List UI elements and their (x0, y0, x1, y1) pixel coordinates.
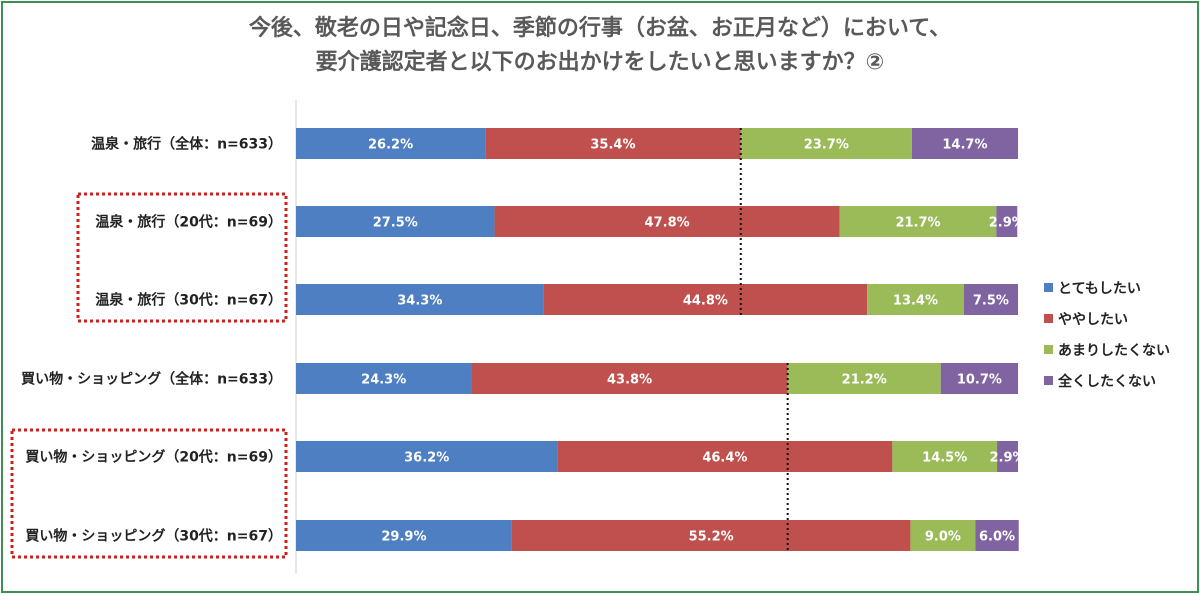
bar-value-label: 21.7% (895, 216, 940, 231)
bar-value-label: 36.2% (404, 451, 449, 466)
highlight-box (10, 428, 288, 559)
bar-segment (296, 128, 486, 159)
bar-value-label: 44.8% (683, 294, 728, 309)
bar-segment (557, 441, 893, 472)
bar-segment (892, 441, 998, 472)
bar-segment (911, 128, 1018, 159)
bar-value-label: 9.0% (925, 530, 961, 545)
legend-label: 全くしたくない (1057, 373, 1156, 390)
bar-value-label: 35.4% (590, 138, 635, 153)
bar-value-label: 26.2% (368, 138, 413, 153)
bar-segment (996, 206, 1018, 237)
bar-segment (296, 520, 512, 551)
category-label: 買い物・ショッピング（30代：n=67） (25, 528, 282, 545)
category-label: 温泉・旅行（30代：n=67） (95, 292, 282, 309)
bar-segment (963, 284, 1018, 315)
bar-value-label: 43.8% (607, 373, 652, 388)
bar-segment (296, 206, 495, 237)
bar-segment (910, 520, 976, 551)
chart-title-line-2: 要介護認定者と以下のお出かけをしたいと思いますか？② (315, 50, 885, 75)
bar-value-label: 13.4% (893, 294, 938, 309)
bar-segment (296, 284, 544, 315)
bar-value-label: 27.5% (373, 216, 418, 231)
legend-label: とてもしたい (1058, 281, 1141, 297)
bar-value-label: 24.3% (361, 373, 406, 388)
legend-label: あまりしたくない (1058, 343, 1170, 359)
bar-value-label: 47.8% (645, 216, 690, 231)
bar-segment (740, 128, 912, 159)
bar-segment (975, 520, 1019, 551)
chart-title: 今後、敬老の日や記念日、季節の行事（お盆、お正月など）において、 要介護認定者と… (0, 12, 1200, 80)
bar-segment (839, 206, 997, 237)
bar-value-label: 10.7% (957, 373, 1002, 388)
highlight-box (76, 192, 288, 323)
bar-segment (296, 441, 558, 472)
bar-value-label: 46.4% (702, 451, 747, 466)
bar-value-label: 6.0% (979, 530, 1015, 545)
bar-value-label: 55.2% (689, 530, 734, 545)
bar-segment (787, 363, 941, 394)
bar-value-label: 21.2% (842, 373, 887, 388)
bar-value-label: 2.9% (989, 216, 1025, 231)
bar-value-label: 23.7% (804, 138, 849, 153)
bar-segment (296, 363, 472, 394)
legend-swatch (1044, 345, 1053, 354)
legend-label: ややしたい (1058, 312, 1128, 328)
bar-value-label: 34.3% (397, 294, 442, 309)
bar-value-label: 14.5% (922, 451, 967, 466)
bar-segment (485, 128, 741, 159)
bar-value-label: 29.9% (381, 530, 426, 545)
chart-title-line-1: 今後、敬老の日や記念日、季節の行事（お盆、お正月など）において、 (248, 16, 952, 41)
bar-value-label: 7.5% (973, 294, 1009, 309)
bar-segment (511, 520, 911, 551)
bar-segment (940, 363, 1018, 394)
bar-segment (867, 284, 964, 315)
bar-segment (471, 363, 788, 394)
category-label: 温泉・旅行（全体：n=633） (91, 136, 282, 153)
legend-swatch (1044, 314, 1053, 323)
legend-swatch (1044, 283, 1053, 292)
bar-segment (997, 441, 1018, 472)
category-label: 買い物・ショッピング（20代：n=69） (25, 449, 282, 466)
legend-swatch (1044, 376, 1053, 385)
bar-segment (543, 284, 868, 315)
bar-value-label: 14.7% (942, 138, 987, 153)
bar-segment (494, 206, 840, 237)
category-label: 温泉・旅行（20代：n=69） (95, 214, 282, 231)
category-label: 買い物・ショッピング（全体：n=633） (21, 371, 282, 388)
bar-value-label: 2.9% (989, 451, 1025, 466)
